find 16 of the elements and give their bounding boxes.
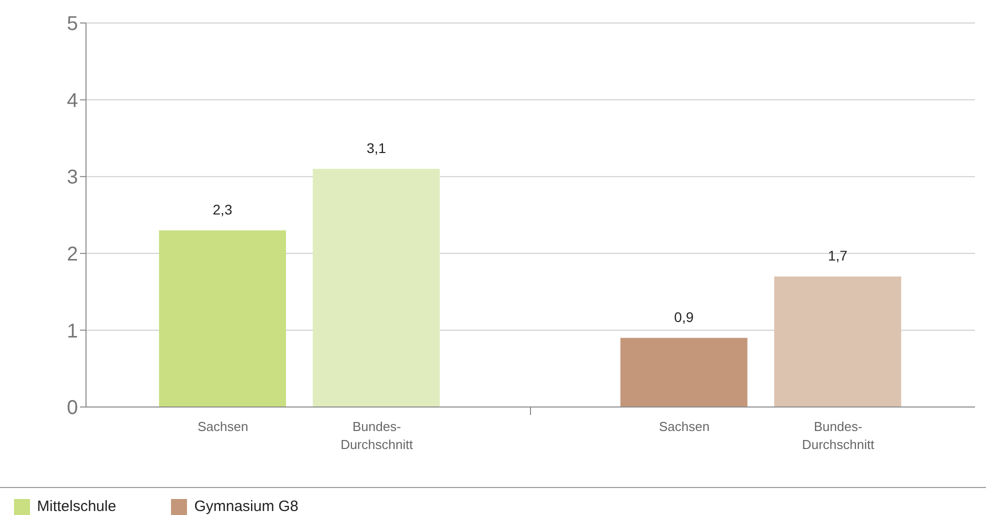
data-label: 2,3 — [212, 201, 232, 218]
data-label: 3,1 — [366, 140, 386, 156]
data-label: 1,7 — [828, 247, 848, 264]
y-tick-label: 1 — [66, 320, 78, 342]
x-tick-label: Sachsen — [659, 419, 710, 434]
y-tick-label: 4 — [66, 90, 78, 112]
legend-label: Gymnasium G8 — [194, 498, 298, 515]
legend-label: Mittelschule — [37, 498, 116, 515]
x-tick-label: Sachsen — [198, 419, 248, 434]
y-tick-label: 3 — [66, 166, 78, 189]
x-tick-label: Bundes-Durchschnitt — [802, 419, 875, 452]
y-tick-label: 2 — [66, 244, 78, 266]
x-tick-label: Bundes-Durchschnitt — [340, 419, 414, 452]
y-tick-label: 5 — [66, 13, 78, 36]
y-tick-label: 0 — [66, 397, 78, 420]
data-label: 0,9 — [674, 308, 694, 325]
